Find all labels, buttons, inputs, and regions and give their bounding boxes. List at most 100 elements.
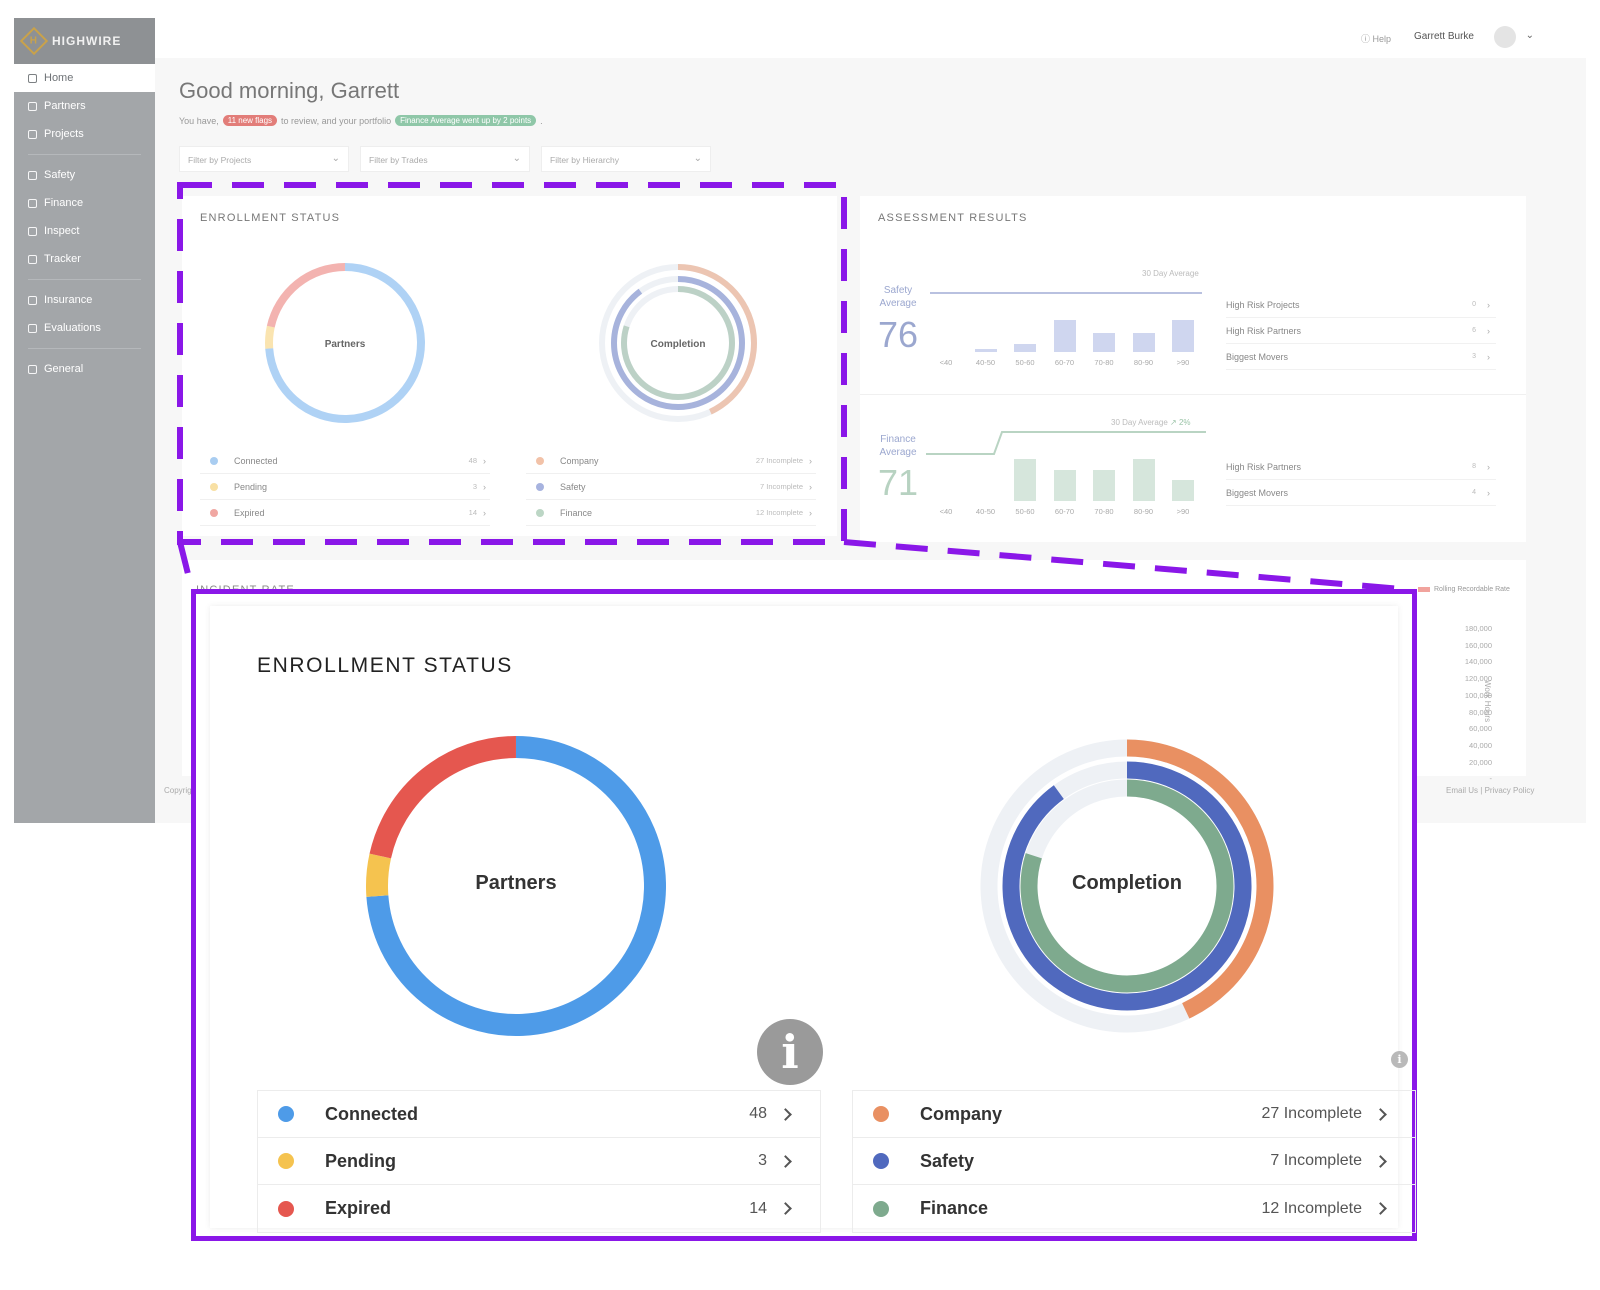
card-title: ENROLLMENT STATUS [257,654,513,677]
sidebar-item-projects[interactable]: Projects [14,120,155,148]
histogram-tick: <40 [939,358,953,367]
y-axis-tick: 20,000 [1469,757,1492,767]
info-icon[interactable]: i [1391,1051,1408,1068]
histogram-tick: 50-60 [1015,358,1035,367]
chevron-right-icon: › [1487,487,1490,498]
chevron-right-icon [1374,1154,1387,1168]
completion-arc-company[interactable] [1126,739,1274,1019]
help-link[interactable]: ⓘ Help [1360,34,1391,44]
histogram-bar [1172,480,1194,501]
filter-trades-select[interactable]: Filter by Trades ⌄ [360,146,530,172]
email-link[interactable]: Email Us [1446,786,1479,795]
connected-dot [278,1106,294,1122]
y-axis-tick: 40,000 [1469,740,1492,750]
list-item-finance[interactable]: Finance 12 Incomplete [853,1185,1415,1232]
histogram-tick: >90 [1176,358,1190,367]
check-icon [28,254,37,264]
chevron-down-icon[interactable]: ⌄ [1525,30,1534,41]
chevron-right-icon: › [483,481,486,492]
y-axis-tick: 160,000 [1464,640,1492,650]
list-item[interactable]: Company 27 Incomplete › [526,448,816,474]
list-item-connected[interactable]: Connected 48 [258,1091,820,1138]
privacy-link[interactable]: Privacy Policy [1484,786,1535,795]
histogram-tick: 60-70 [1054,358,1075,367]
filter-projects-select[interactable]: Filter by Projects ⌄ [179,146,349,172]
biggest-movers-link[interactable]: Biggest Movers 3 › [1226,344,1496,370]
finance-average-label: Finance Average [879,434,917,458]
sidebar-item-inspect[interactable]: Inspect [14,217,155,245]
chart-icon [28,198,37,208]
pending-dot [278,1153,294,1169]
avatar[interactable] [1494,26,1516,48]
sidebar-item-finance[interactable]: Finance [14,189,155,217]
list-item[interactable]: Connected 48 › [200,448,490,474]
partners-slice-pending[interactable] [366,853,392,897]
incident-legend: Rolling Recordable Rate [1418,586,1510,593]
histogram-tick: 70-80 [1094,358,1114,367]
partners-list: Connected 48 Pending 3 Expired 14 [257,1090,821,1233]
mini-partners-label: Partners [325,339,366,350]
shield-icon [28,170,37,180]
info-icon[interactable]: i [757,1019,823,1085]
completion-arc-safety[interactable] [1002,761,1252,1011]
list-item[interactable]: Finance 12 Incomplete › [526,500,816,526]
histogram-bar [1172,320,1194,352]
eye-icon [28,226,37,236]
gear-icon [28,364,37,374]
histogram-tick: 40-50 [975,358,996,367]
chevron-right-icon: › [809,507,812,518]
list-item-pending[interactable]: Pending 3 [258,1138,820,1185]
divider [860,394,1526,395]
histogram-bar [1132,459,1155,501]
partners-slice-expired[interactable] [369,736,517,859]
partners-slice-connected[interactable] [366,736,666,1036]
trend-up-icon: ↗ [1170,418,1177,427]
high-risk-projects-link[interactable]: High Risk Projects 0 › [1226,292,1496,318]
user-name[interactable]: Garrett Burke [1413,31,1474,42]
sidebar-item-evaluations[interactable]: Evaluations [14,314,155,342]
histogram-tick: 80-90 [1133,507,1154,516]
chevron-right-icon: › [1487,325,1490,336]
chevron-down-icon: ⌄ [331,153,340,164]
safety-average-label: Safety Average [879,285,917,309]
sidebar-divider [28,279,141,280]
biggest-movers-link[interactable]: Biggest Movers 4 › [1226,480,1496,506]
list-item[interactable]: Expired 14 › [200,500,490,526]
partners-donut [366,736,666,1036]
partners-slice-expired[interactable] [266,263,346,328]
sidebar-item-partners[interactable]: Partners [14,92,155,120]
projects-icon [28,129,37,139]
brand-name: HIGHWIRE [52,34,122,48]
brand-logo[interactable]: H HIGHWIRE [14,18,155,64]
list-item[interactable]: Pending 3 › [200,474,490,500]
sidebar-item-home[interactable]: Home [14,64,155,92]
filter-hierarchy-select[interactable]: Filter by Hierarchy ⌄ [541,146,711,172]
list-item-expired[interactable]: Expired 14 [258,1185,820,1232]
y-axis-tick: 140,000 [1464,657,1492,667]
histogram-bar [974,348,997,352]
list-item[interactable]: Safety 7 Incomplete › [526,474,816,500]
safety-dot [873,1153,889,1169]
high-risk-partners-link[interactable]: High Risk Partners 8 › [1226,454,1496,480]
partners-icon [28,101,37,111]
completion-arc-finance[interactable] [1020,779,1234,993]
y-axis-tick: 120,000 [1464,674,1492,684]
card-title: ASSESSMENT RESULTS [878,212,1028,224]
finance-badge[interactable]: Finance Average went up by 2 points [395,115,537,126]
sidebar-item-safety[interactable]: Safety [14,161,155,189]
high-risk-partners-link[interactable]: High Risk Partners 6 › [1226,318,1496,344]
list-item-company[interactable]: Company 27 Incomplete [853,1091,1415,1138]
histogram-bar [1132,332,1155,352]
list-item-safety[interactable]: Safety 7 Incomplete [853,1138,1415,1185]
sidebar-item-tracker[interactable]: Tracker [14,245,155,273]
chevron-right-icon [779,1202,792,1215]
histogram-tick: <40 [939,507,953,516]
histogram-tick: 60-70 [1054,507,1075,516]
y-axis-tick: 80,000 [1469,707,1492,717]
footer-copyright: Copyright [164,786,199,795]
sidebar-item-general[interactable]: General [14,355,155,383]
flags-badge[interactable]: 11 new flags [222,115,278,126]
sidebar-item-insurance[interactable]: Insurance [14,286,155,314]
partners-slice-pending[interactable] [265,325,275,349]
home-icon [28,73,37,83]
